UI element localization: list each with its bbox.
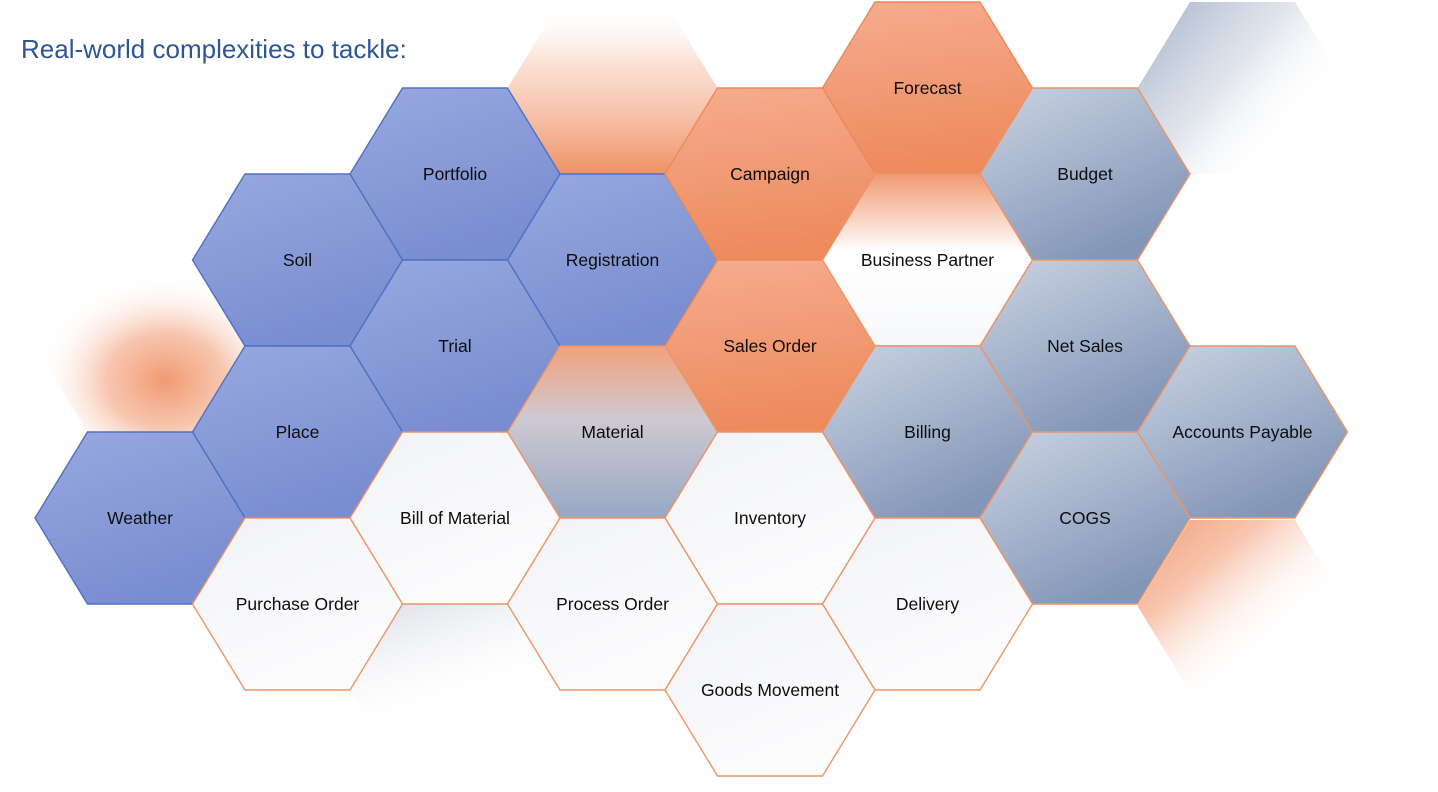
hex-purchase-order xyxy=(191,517,404,691)
hex-label-weather: Weather xyxy=(107,508,173,528)
hexagon-tiles-layer xyxy=(34,1,1349,777)
fade-orange-above-weather xyxy=(35,260,245,432)
fade-orange-bottom-right xyxy=(1137,520,1348,692)
hex-label-goods-movement: Goods Movement xyxy=(701,680,839,700)
hex-label-forecast: Forecast xyxy=(893,78,961,98)
page-title: Real-world complexities to tackle: xyxy=(21,34,407,64)
hex-label-inventory: Inventory xyxy=(734,508,806,528)
hex-label-accounts-payable: Accounts Payable xyxy=(1172,422,1312,442)
hex-label-registration: Registration xyxy=(566,250,659,270)
hex-label-delivery: Delivery xyxy=(896,594,959,614)
hex-label-trial: Trial xyxy=(438,336,471,356)
hex-label-process-order: Process Order xyxy=(556,594,669,614)
hex-label-billing: Billing xyxy=(904,422,951,442)
hex-label-business-partner: Business Partner xyxy=(861,250,994,270)
hex-label-soil: Soil xyxy=(283,250,312,270)
hex-label-purchase-order: Purchase Order xyxy=(236,594,360,614)
hex-label-bill-of-material: Bill of Material xyxy=(400,508,510,528)
hex-label-portfolio: Portfolio xyxy=(423,164,487,184)
hex-label-budget: Budget xyxy=(1057,164,1113,184)
hex-label-campaign: Campaign xyxy=(730,164,810,184)
hex-label-net-sales: Net Sales xyxy=(1047,336,1123,356)
fade-blue-top-right xyxy=(1137,2,1348,174)
fade-orange-above-registration xyxy=(507,2,718,174)
hex-goods-movement xyxy=(664,603,876,777)
hex-label-place: Place xyxy=(276,422,320,442)
fade-gray-bottom-left xyxy=(350,604,560,776)
decorative-fades-layer xyxy=(35,2,1348,776)
hex-label-cogs: COGS xyxy=(1059,508,1111,528)
hex-label-material: Material xyxy=(581,422,643,442)
hexagon-labels-layer: Portfolio Soil Registration Trial Place Weath… xyxy=(107,78,1312,700)
hex-label-sales-order: Sales Order xyxy=(723,336,817,356)
